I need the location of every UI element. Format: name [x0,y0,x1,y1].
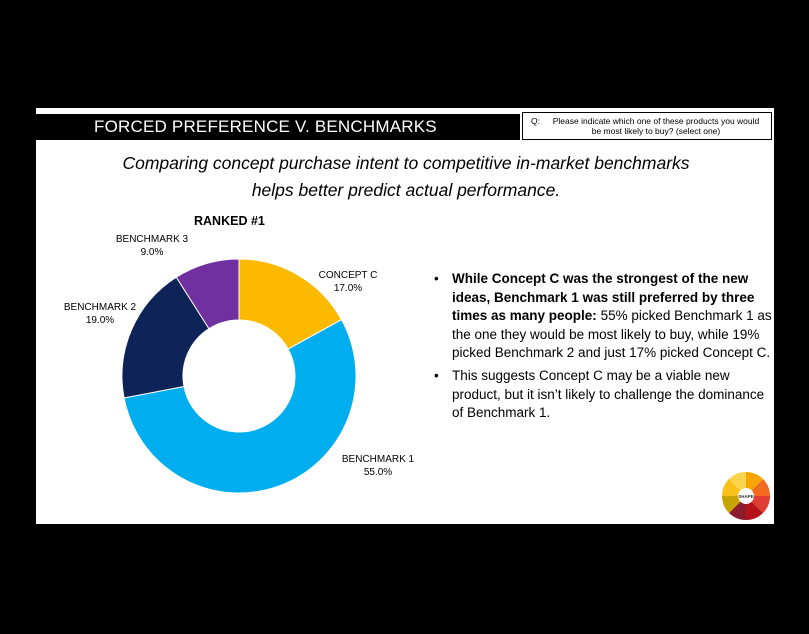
bullet-1: • While Concept C was the strongest of t… [432,270,772,363]
question-text: Please indicate which one of these produ… [552,116,760,136]
logo-text: SHAPE [738,494,754,499]
survey-question: Q: Please indicate which one of these pro… [522,112,772,140]
segmented-wheel-logo-icon: SHAPE [721,471,771,521]
bullet-1-text: 55% picked Benchmark 1 as the one they w… [452,308,772,361]
bullet-2: • This suggests Concept C may be a viabl… [432,367,772,423]
bullet-1-bold: While Concept C was the strongest of the… [452,271,755,324]
donut-chart: CONCEPT C 17.0% BENCHMARK 1 55.0% BENCHMARK … [64,234,415,494]
bullet-dot: • [434,367,439,383]
slide-title: FORCED PREFERENCE V. BENCHMARKS [36,114,520,140]
slice-value-label: 9.0% [141,247,164,258]
slice-name-label: BENCHMARK 2 [64,302,137,313]
slice-value-label: 55.0% [364,467,392,478]
subtitle-line-2: helps better predict actual performance. [251,180,561,200]
subtitle-line-1: Comparing concept purchase intent to com… [122,153,690,173]
slide-subtitle: Comparing concept purchase intent to com… [76,150,736,204]
chart-title: RANKED #1 [194,214,265,228]
slice-name-label: CONCEPT C [319,270,378,281]
insight-bullets: • While Concept C was the strongest of t… [432,270,772,427]
donut-slice-benchmark-3 [175,258,240,330]
slide: FORCED PREFERENCE V. BENCHMARKS Q: Please… [36,108,774,524]
bullet-dot: • [434,271,439,286]
slice-name-label: BENCHMARK 1 [342,454,415,465]
donut-slice-benchmark-1 [123,318,357,494]
question-label: Q: [531,116,540,126]
donut-slice-benchmark-2 [121,276,210,399]
slice-value-label: 17.0% [334,283,362,294]
slice-value-label: 19.0% [86,315,114,326]
bullet-2-text: This suggests Concept C may be a viable … [452,367,765,421]
slice-name-label: BENCHMARK 3 [116,234,189,245]
